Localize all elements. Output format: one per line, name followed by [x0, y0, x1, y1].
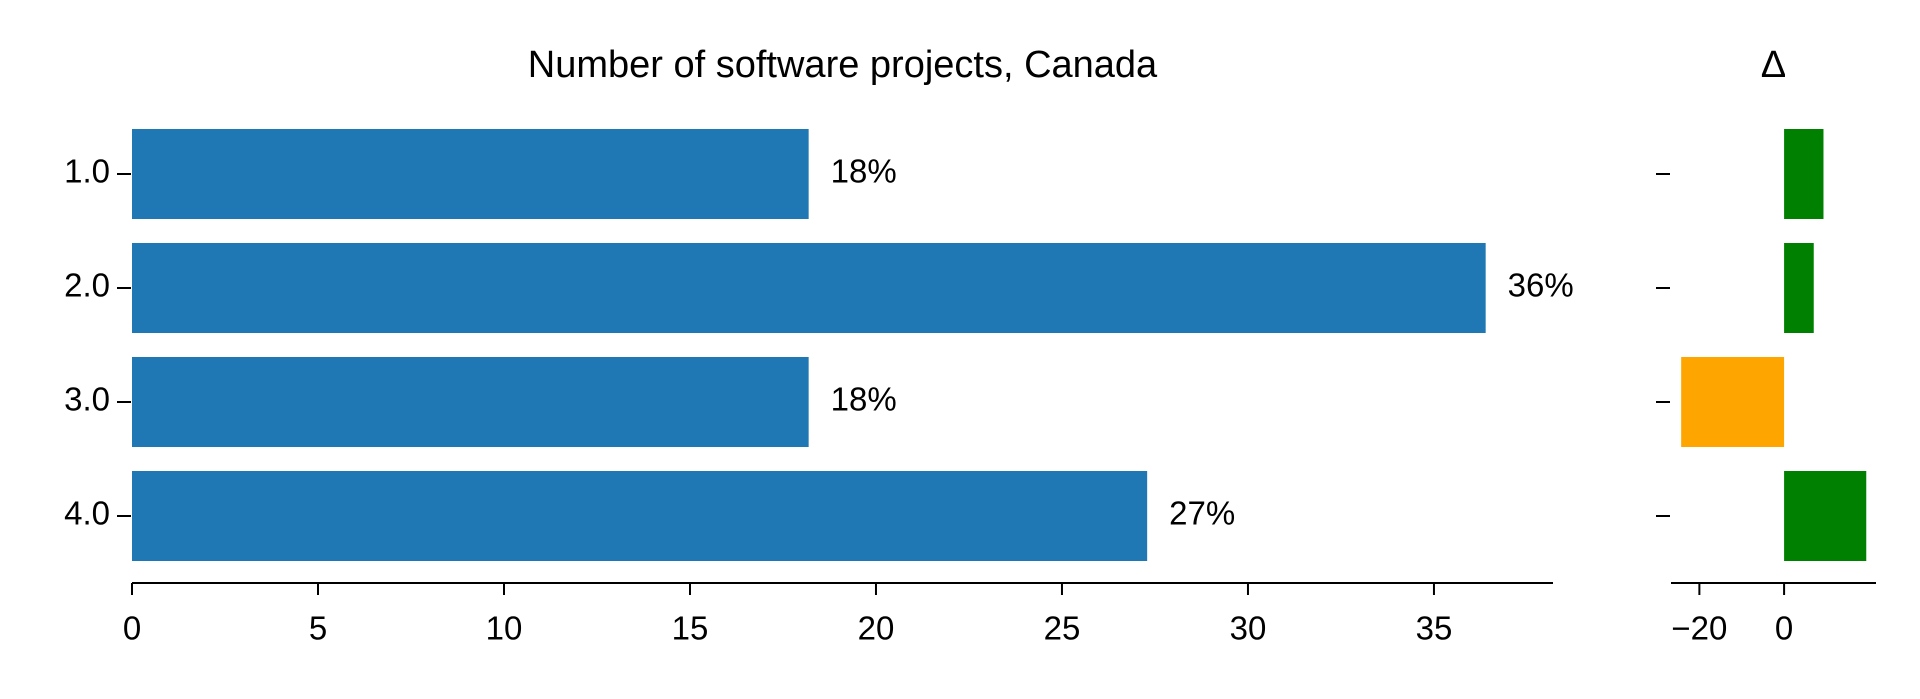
x-tick-label: 35 [1416, 610, 1453, 647]
bar [132, 243, 1486, 333]
bar [132, 129, 809, 219]
x-tick-label: 20 [858, 610, 895, 647]
x-tick-label: 0 [1775, 610, 1793, 647]
bar [132, 357, 809, 447]
bar [132, 471, 1148, 561]
y-tick-label: 4.0 [64, 495, 110, 532]
bar [1784, 471, 1867, 561]
value-label: 18% [831, 153, 897, 190]
x-tick-label: 25 [1044, 610, 1081, 647]
chart-title: Number of software projects, Canada [528, 44, 1158, 86]
y-tick-label: 3.0 [64, 381, 110, 418]
bar [1681, 357, 1785, 447]
value-label: 27% [1169, 495, 1235, 532]
x-tick-label: 5 [309, 610, 327, 647]
chart-title: Δ [1761, 44, 1786, 86]
value-label: 36% [1508, 267, 1574, 304]
x-tick-label: −20 [1671, 610, 1727, 647]
x-tick-label: 30 [1230, 610, 1267, 647]
x-tick-label: 0 [123, 610, 141, 647]
x-tick-label: 10 [486, 610, 523, 647]
value-label: 18% [831, 381, 897, 418]
x-tick-label: 15 [672, 610, 709, 647]
y-tick-label: 1.0 [64, 153, 110, 190]
bar [1784, 129, 1824, 219]
y-tick-label: 2.0 [64, 267, 110, 304]
bar [1784, 243, 1814, 333]
